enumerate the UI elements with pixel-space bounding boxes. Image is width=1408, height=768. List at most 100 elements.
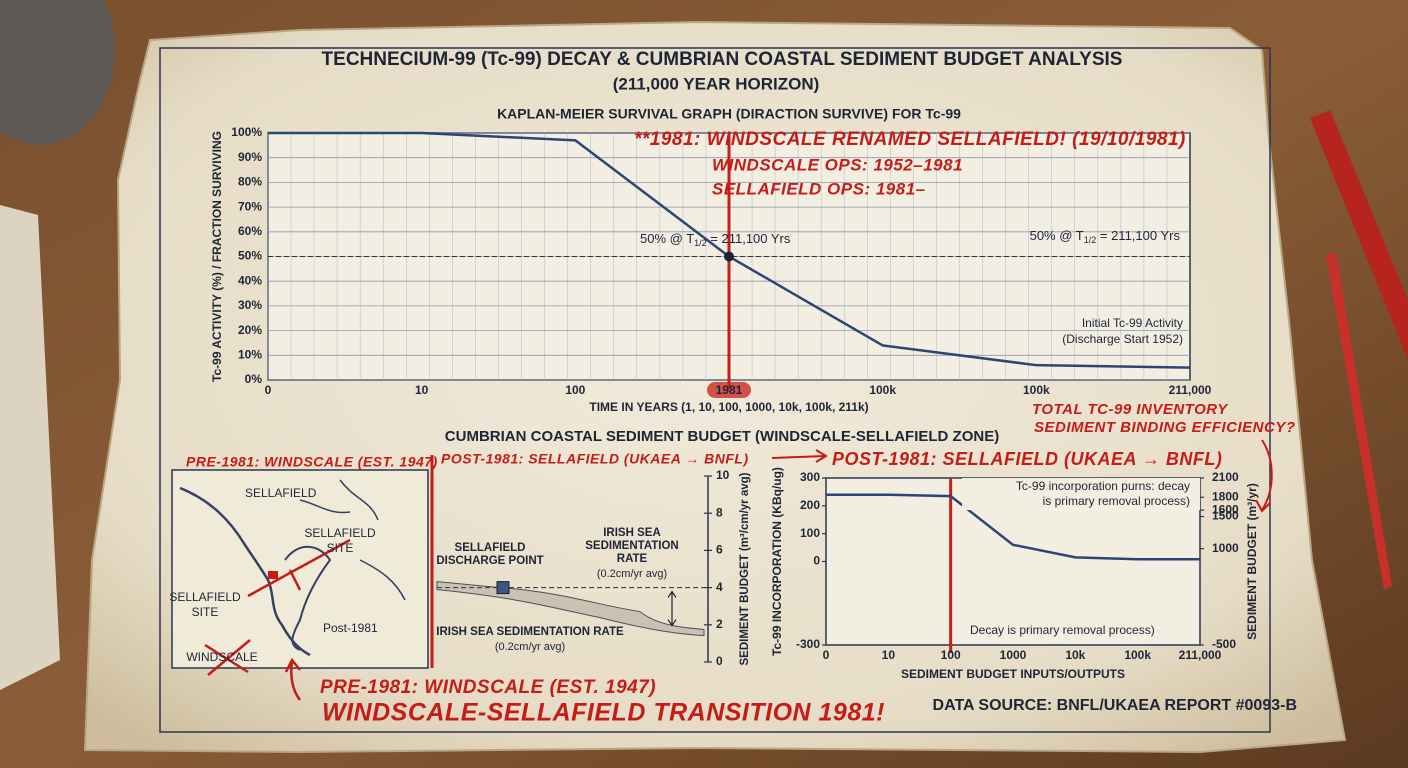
arrow	[771, 449, 828, 463]
series-line	[826, 493, 1200, 561]
y-tick-label: 10%	[238, 347, 262, 361]
estuary	[284, 545, 332, 651]
x-tick-label: 211,000	[1169, 383, 1212, 397]
x-tick-label: 10k	[1065, 648, 1085, 662]
x-tick-label: 0	[823, 648, 830, 662]
site-marker	[268, 571, 278, 579]
y2-tick-label: 1600	[1212, 502, 1239, 516]
y-tick-label: 30%	[238, 298, 262, 312]
y-tick-label: 300	[800, 470, 820, 484]
annotation-part: = 211,100 Yrs	[1096, 228, 1180, 243]
y-axis-label: Tc-99 INCORPORATION (KBq/ug)	[770, 467, 784, 656]
y-tick-label: 10	[716, 468, 730, 482]
x-axis-label: SEDIMENT BUDGET INPUTS/OUTPUTS	[901, 667, 1125, 681]
map-label: SELLAFIELD	[304, 526, 376, 540]
chart-note: Decay is primary removal process)	[970, 623, 1155, 637]
y-tick-label: 20%	[238, 323, 262, 337]
y-tick-label: 4	[716, 580, 723, 594]
handwritten-note: SEDIMENT BINDING EFFICIENCY?	[1034, 419, 1296, 436]
y-tick-label: 80%	[238, 175, 262, 189]
x-tick-label: 100k	[1124, 648, 1151, 662]
poster-subtitle: (211,000 YEAR HORIZON)	[613, 74, 820, 93]
y2-tick-label: 1500	[1212, 509, 1239, 523]
profile-label: IRISH SEA SEDIMENTATION RATE	[436, 626, 624, 638]
y-axis-label: Tc-99 ACTIVITY (%) / FRACTION SURVIVING	[210, 131, 224, 382]
x-tick-label: 10	[415, 383, 429, 397]
annotation-subscript: 1/2	[1084, 235, 1097, 245]
half-life-annotation: 50% @ T1/2 = 211,100 Yrs	[640, 231, 791, 248]
annotation-part: 50% @ T	[1030, 228, 1084, 243]
chart-note: Initial Tc-99 Activity	[1082, 316, 1183, 330]
y-tick-label: -300	[796, 637, 820, 651]
y-tick-label: 8	[716, 505, 723, 519]
x-tick-label: 10	[882, 648, 896, 662]
profile-label: SEDIMENTATION	[585, 540, 679, 552]
y-tick-label: 0	[813, 554, 820, 568]
annotation-part: 50% @ T	[640, 231, 694, 246]
y2-axis-label: SEDIMENT BUDGET (m³/yr)	[1245, 483, 1259, 640]
rate-arrow	[667, 590, 677, 627]
note-box	[962, 478, 1200, 510]
chart-note: Tc-99 incorporation purns: decay	[1016, 479, 1190, 493]
paper-frame	[159, 47, 1271, 733]
y-tick-label: 90%	[238, 150, 262, 164]
x-tick-label: 100k	[869, 383, 896, 397]
red-pencil	[1326, 252, 1392, 590]
y-tick-label: 70%	[238, 199, 262, 213]
y2-tick-label: 2100	[1212, 470, 1239, 484]
y-tick-label: 100%	[231, 125, 262, 139]
chart-note: is primary removal process)	[1043, 494, 1190, 508]
profile-label: (0.2cm/yr avg)	[495, 641, 565, 653]
handwritten-note: WINDSCALE OPS: 1952–1981	[712, 155, 963, 174]
handwritten-note: SELLAFIELD OPS: 1981–	[712, 179, 926, 198]
map-label: SITE	[192, 605, 219, 619]
y-tick-label: 60%	[238, 224, 262, 238]
handwritten-note: WINDSCALE-SELLAFIELD TRANSITION 1981!	[322, 699, 885, 727]
y-axis-label: SEDIMENT BUDGET (m³/cm/yr avg)	[739, 472, 751, 665]
half-life-annotation: 50% @ T1/2 = 211,100 Yrs	[1030, 228, 1181, 245]
red-pen	[1310, 110, 1408, 360]
chart-title: KAPLAN-MEIER SURVIVAL GRAPH (DIRACTION S…	[497, 106, 961, 122]
map-label: SELLAFIELD	[245, 486, 317, 500]
handwritten-note: TOTAL TC-99 INVENTORY	[1032, 401, 1229, 418]
profile-label: DISCHARGE POINT	[436, 555, 543, 567]
stone	[0, 0, 115, 145]
poster-title: TECHNECIUM-99 (Tc-99) DECAY & CUMBRIAN C…	[322, 49, 1123, 70]
x-tick-label: 211,000	[1179, 648, 1222, 662]
x-axis-label: TIME IN YEARS (1, 10, 100, 1000, 10k, 10…	[589, 400, 868, 414]
profile-label: (0.2cm/yr avg)	[597, 568, 667, 580]
y-tick-label: 50%	[238, 249, 262, 263]
handwritten-note: POST-1981: SELLAFIELD (UKAEA → BNFL)	[832, 449, 1222, 469]
chart-note: (Discharge Start 1952)	[1062, 332, 1183, 346]
map-label: SITE	[327, 541, 354, 555]
y-tick-label: 6	[716, 543, 723, 557]
x-tick-label: 1000	[1000, 648, 1027, 662]
handwritten-note: POST-1981: SELLAFIELD (UKAEA → BNFL)	[441, 451, 749, 467]
x-tick-label: 1981	[716, 383, 743, 397]
profile-label: RATE	[617, 553, 648, 565]
map-label: Post-1981	[323, 621, 378, 635]
coastline	[179, 486, 311, 657]
map-label: WINDSCALE	[186, 650, 257, 664]
x-tick-label: 100k	[1023, 383, 1050, 397]
y-tick-label: 0%	[245, 372, 263, 386]
y2-tick-label: -500	[1212, 637, 1236, 651]
map-panel	[171, 469, 429, 676]
y-tick-label: 200	[800, 498, 820, 512]
map-frame	[171, 469, 429, 669]
y2-tick-label: 1800	[1212, 489, 1239, 503]
arrow	[1255, 439, 1273, 513]
x-tick-label: 100	[565, 383, 585, 397]
y-tick-label: 100	[800, 526, 820, 540]
event-label-bg	[707, 382, 751, 398]
profile-label: SELLAFIELD	[455, 542, 526, 554]
data-point	[724, 251, 734, 262]
annotation-part: = 211,100 Yrs	[707, 231, 791, 246]
section-title: CUMBRIAN COASTAL SEDIMENT BUDGET (WINDSC…	[445, 428, 999, 445]
map-label: SELLAFIELD	[169, 590, 241, 604]
river	[299, 479, 406, 601]
x-tick-label: 0	[265, 383, 272, 397]
handwritten-note: PRE-1981: WINDSCALE (EST. 1947)	[186, 454, 438, 470]
